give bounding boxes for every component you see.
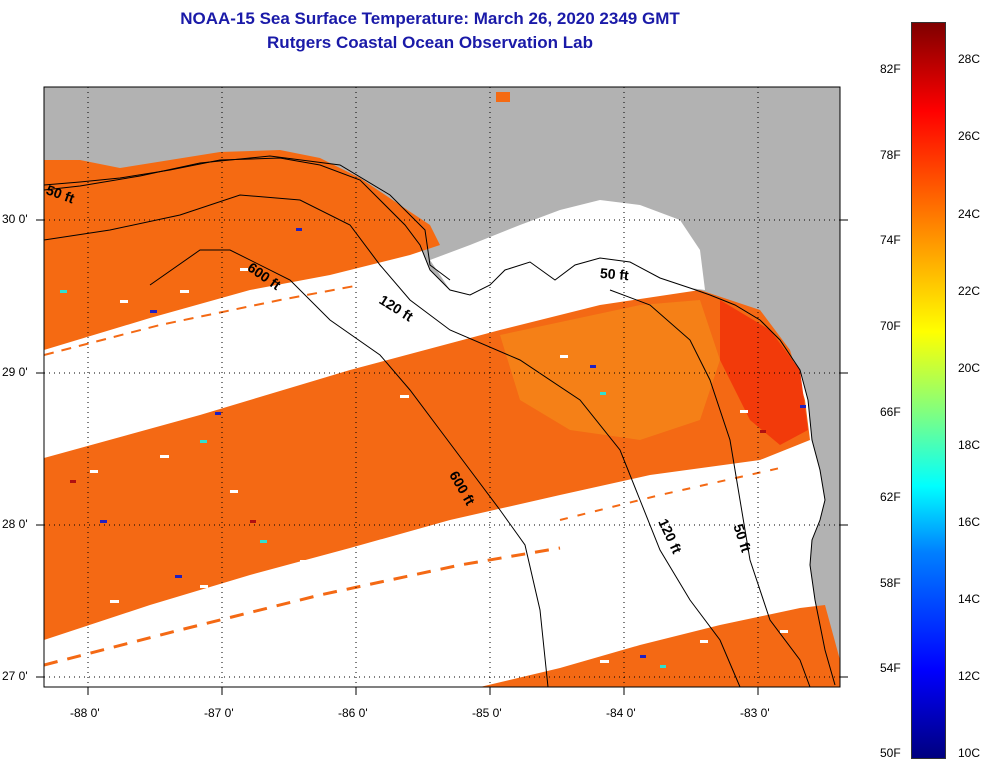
colorbar-c-label: 20C: [958, 361, 981, 375]
colorbar-f-label: 70F: [880, 319, 901, 333]
colorbar-f-label: 62F: [880, 490, 901, 504]
lon-label: -87 0': [204, 706, 234, 720]
temperature-colorbar: [911, 22, 946, 759]
colorbar-f-label: 58F: [880, 576, 901, 590]
sst-swath-north: [44, 150, 440, 350]
colorbar-c-label: 26C: [958, 129, 981, 143]
lon-label: -84 0': [606, 706, 636, 720]
lat-label: 30 0': [2, 212, 28, 226]
map-subtitle: Rutgers Coastal Ocean Observation Lab: [267, 33, 593, 52]
colorbar-c-label: 24C: [958, 207, 981, 221]
colorbar-c-label: 22C: [958, 284, 981, 298]
lon-label: -88 0': [70, 706, 100, 720]
contour-label: 50 ft: [599, 264, 630, 284]
colorbar-c-label: 18C: [958, 438, 981, 452]
colorbar-c-label: 10C: [958, 746, 981, 760]
contour-50ft-east: [609, 289, 811, 687]
contour-120ft: [44, 194, 741, 687]
map-title: NOAA-15 Sea Surface Temperature: March 2…: [180, 9, 680, 28]
colorbar-f-label: 82F: [880, 62, 901, 76]
contour-50ft-west: [44, 155, 451, 281]
lat-label: 27 0': [2, 669, 28, 683]
colorbar-f-label: 74F: [880, 233, 901, 247]
lat-label: 28 0': [2, 517, 28, 531]
lon-label: -85 0': [472, 706, 502, 720]
colorbar-c-label: 14C: [958, 592, 981, 606]
sst-swath-south: [480, 605, 840, 687]
contour-600ft: [149, 249, 549, 687]
colorbar-f-label: 50F: [880, 746, 901, 760]
colorbar-c-label: 28C: [958, 52, 981, 66]
lon-label: -83 0': [740, 706, 770, 720]
colorbar-f-label: 66F: [880, 405, 901, 419]
colorbar-c-label: 16C: [958, 515, 981, 529]
lon-label: -86 0': [338, 706, 368, 720]
lat-label: 29 0': [2, 365, 28, 379]
colorbar-f-label: 54F: [880, 661, 901, 675]
colorbar-f-label: 78F: [880, 148, 901, 162]
map-frame: [43, 86, 841, 688]
colorbar-c-label: 12C: [958, 669, 981, 683]
